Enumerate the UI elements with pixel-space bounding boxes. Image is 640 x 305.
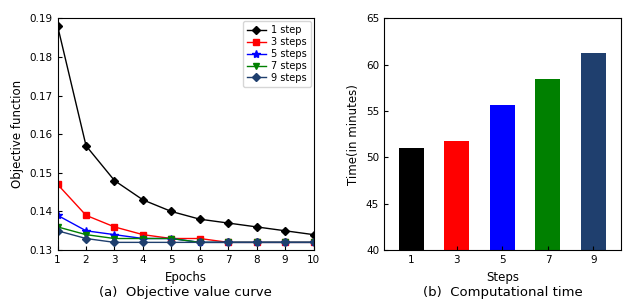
- 7 steps: [310, 241, 317, 244]
- Bar: [399, 148, 424, 305]
- 9 steps: [225, 241, 232, 244]
- 7 steps: [282, 241, 289, 244]
- 7 steps: [82, 233, 90, 236]
- Line: 1 step: 1 step: [55, 23, 316, 237]
- 1 step: [282, 229, 289, 233]
- 3 steps: [225, 241, 232, 244]
- 9 steps: [310, 241, 317, 244]
- Bar: [581, 52, 606, 305]
- Bar: [536, 79, 561, 305]
- 9 steps: [111, 241, 118, 244]
- Bar: [444, 141, 469, 305]
- Legend: 1 step, 3 steps, 5 steps, 7 steps, 9 steps: 1 step, 3 steps, 5 steps, 7 steps, 9 ste…: [243, 21, 310, 87]
- 5 steps: [111, 233, 118, 236]
- 3 steps: [168, 237, 175, 240]
- 9 steps: [282, 241, 289, 244]
- 3 steps: [253, 241, 260, 244]
- 7 steps: [196, 241, 204, 244]
- Line: 3 steps: 3 steps: [55, 182, 316, 245]
- Text: (a)  Objective value curve: (a) Objective value curve: [99, 286, 272, 299]
- 7 steps: [253, 241, 260, 244]
- Line: 7 steps: 7 steps: [55, 224, 316, 245]
- 9 steps: [139, 241, 147, 244]
- 3 steps: [282, 241, 289, 244]
- 3 steps: [111, 225, 118, 229]
- 9 steps: [196, 241, 204, 244]
- 5 steps: [310, 241, 317, 244]
- 3 steps: [82, 214, 90, 217]
- Text: (b)  Computational time: (b) Computational time: [422, 286, 582, 299]
- Line: 9 steps: 9 steps: [55, 228, 316, 245]
- 7 steps: [225, 241, 232, 244]
- 7 steps: [168, 237, 175, 240]
- 1 step: [54, 24, 61, 28]
- 1 step: [111, 179, 118, 182]
- 9 steps: [168, 241, 175, 244]
- 7 steps: [54, 225, 61, 229]
- 9 steps: [82, 237, 90, 240]
- 5 steps: [168, 237, 175, 240]
- 7 steps: [139, 237, 147, 240]
- 1 step: [225, 221, 232, 225]
- 1 step: [196, 217, 204, 221]
- X-axis label: Steps: Steps: [486, 271, 519, 284]
- 1 step: [82, 144, 90, 148]
- 7 steps: [111, 237, 118, 240]
- 1 step: [168, 210, 175, 213]
- Bar: [490, 106, 515, 305]
- 5 steps: [139, 237, 147, 240]
- 3 steps: [310, 241, 317, 244]
- 3 steps: [139, 233, 147, 236]
- 5 steps: [253, 241, 260, 244]
- 5 steps: [54, 214, 61, 217]
- Y-axis label: Time(in minutes): Time(in minutes): [348, 84, 360, 185]
- 3 steps: [54, 183, 61, 186]
- 9 steps: [54, 229, 61, 233]
- Line: 5 steps: 5 steps: [53, 211, 318, 246]
- 5 steps: [196, 241, 204, 244]
- 3 steps: [196, 237, 204, 240]
- Y-axis label: Objective function: Objective function: [11, 80, 24, 188]
- 1 step: [253, 225, 260, 229]
- 5 steps: [82, 229, 90, 233]
- 5 steps: [225, 241, 232, 244]
- 1 step: [310, 233, 317, 236]
- 1 step: [139, 198, 147, 202]
- 5 steps: [282, 241, 289, 244]
- 9 steps: [253, 241, 260, 244]
- X-axis label: Epochs: Epochs: [164, 271, 207, 284]
